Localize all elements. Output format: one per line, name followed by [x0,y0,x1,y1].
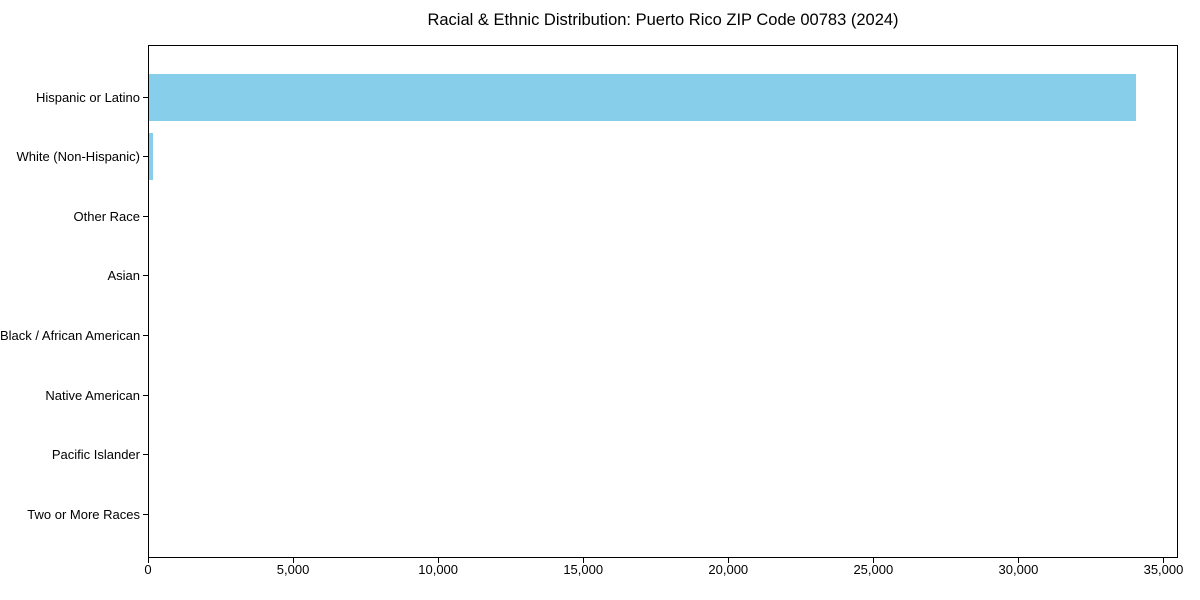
y-tick-label: Black / African American [0,327,141,343]
y-tick-mark [143,216,148,217]
x-tick-mark [293,558,294,563]
x-tick-mark [1163,558,1164,563]
x-tick-label: 20,000 [708,562,749,577]
y-tick-mark [143,335,148,336]
x-tick-mark [728,558,729,563]
x-tick-label: 25,000 [853,562,894,577]
x-tick-label: 5,000 [276,562,310,577]
x-tick-label: 35,000 [1143,562,1184,577]
bar [149,133,154,181]
x-tick-mark [583,558,584,563]
y-tick-label: Pacific Islander [51,447,140,463]
bars-layer [149,46,1177,557]
y-tick-mark [143,395,148,396]
x-tick-label: 0 [144,562,152,577]
y-tick-label: White (Non-Hispanic) [16,149,140,165]
y-tick-label: Other Race [73,208,140,224]
y-tick-label: Hispanic or Latino [35,89,140,105]
y-tick-label: Two or More Races [27,506,140,522]
y-tick-mark [143,275,148,276]
x-tick-label: 30,000 [998,562,1039,577]
y-axis-labels: Hispanic or Latino White (Non-Hispanic) Ot… [0,0,140,600]
x-tick-mark [873,558,874,563]
y-tick-mark [143,156,148,157]
bar [149,73,1136,121]
x-tick-mark [148,558,149,563]
y-tick-mark [143,514,148,515]
x-tick-mark [438,558,439,563]
y-tick-label: Asian [107,268,140,284]
y-tick-mark [143,97,148,98]
y-tick-mark [143,454,148,455]
y-tick-label: Native American [45,387,140,403]
x-tick-label: 15,000 [563,562,604,577]
x-tick-label: 10,000 [418,562,459,577]
x-tick-mark [1018,558,1019,563]
plot-area [148,45,1178,558]
chart-title: Racial & Ethnic Distribution: Puerto Ric… [427,11,899,29]
